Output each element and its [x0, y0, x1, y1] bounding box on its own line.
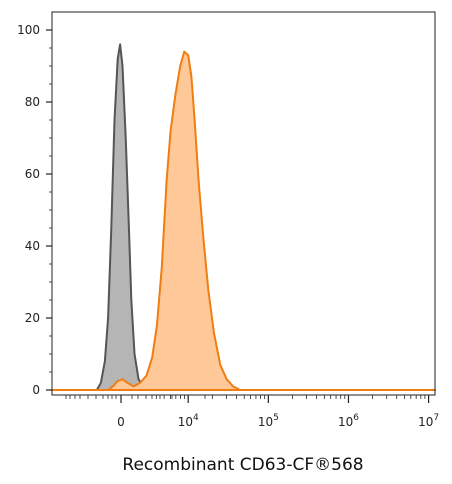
plot-frame [51, 11, 436, 396]
x-axis: 0 104 105 106 107 [65, 395, 439, 429]
y-tick-label-60: 60 [25, 167, 40, 181]
y-tick-label-40: 40 [25, 239, 40, 253]
x-tick-label-10000000: 107 [418, 413, 439, 429]
y-tick-label-100: 100 [17, 23, 40, 37]
y-tick-label-0: 0 [32, 383, 40, 397]
x-tick-label-100000: 105 [258, 413, 279, 429]
series-layer [51, 43, 436, 391]
histogram-series-1 [51, 50, 436, 391]
x-axis-title: Recombinant CD63-CF®568 [122, 455, 363, 475]
x-tick-label-10000: 104 [178, 413, 199, 429]
x-tick-label-1000000: 106 [338, 413, 359, 429]
y-axis: 0 20 40 60 80 100 [17, 23, 52, 397]
x-tick-label-0: 0 [117, 415, 125, 429]
y-tick-label-20: 20 [25, 311, 40, 325]
y-tick-label-80: 80 [25, 95, 40, 109]
